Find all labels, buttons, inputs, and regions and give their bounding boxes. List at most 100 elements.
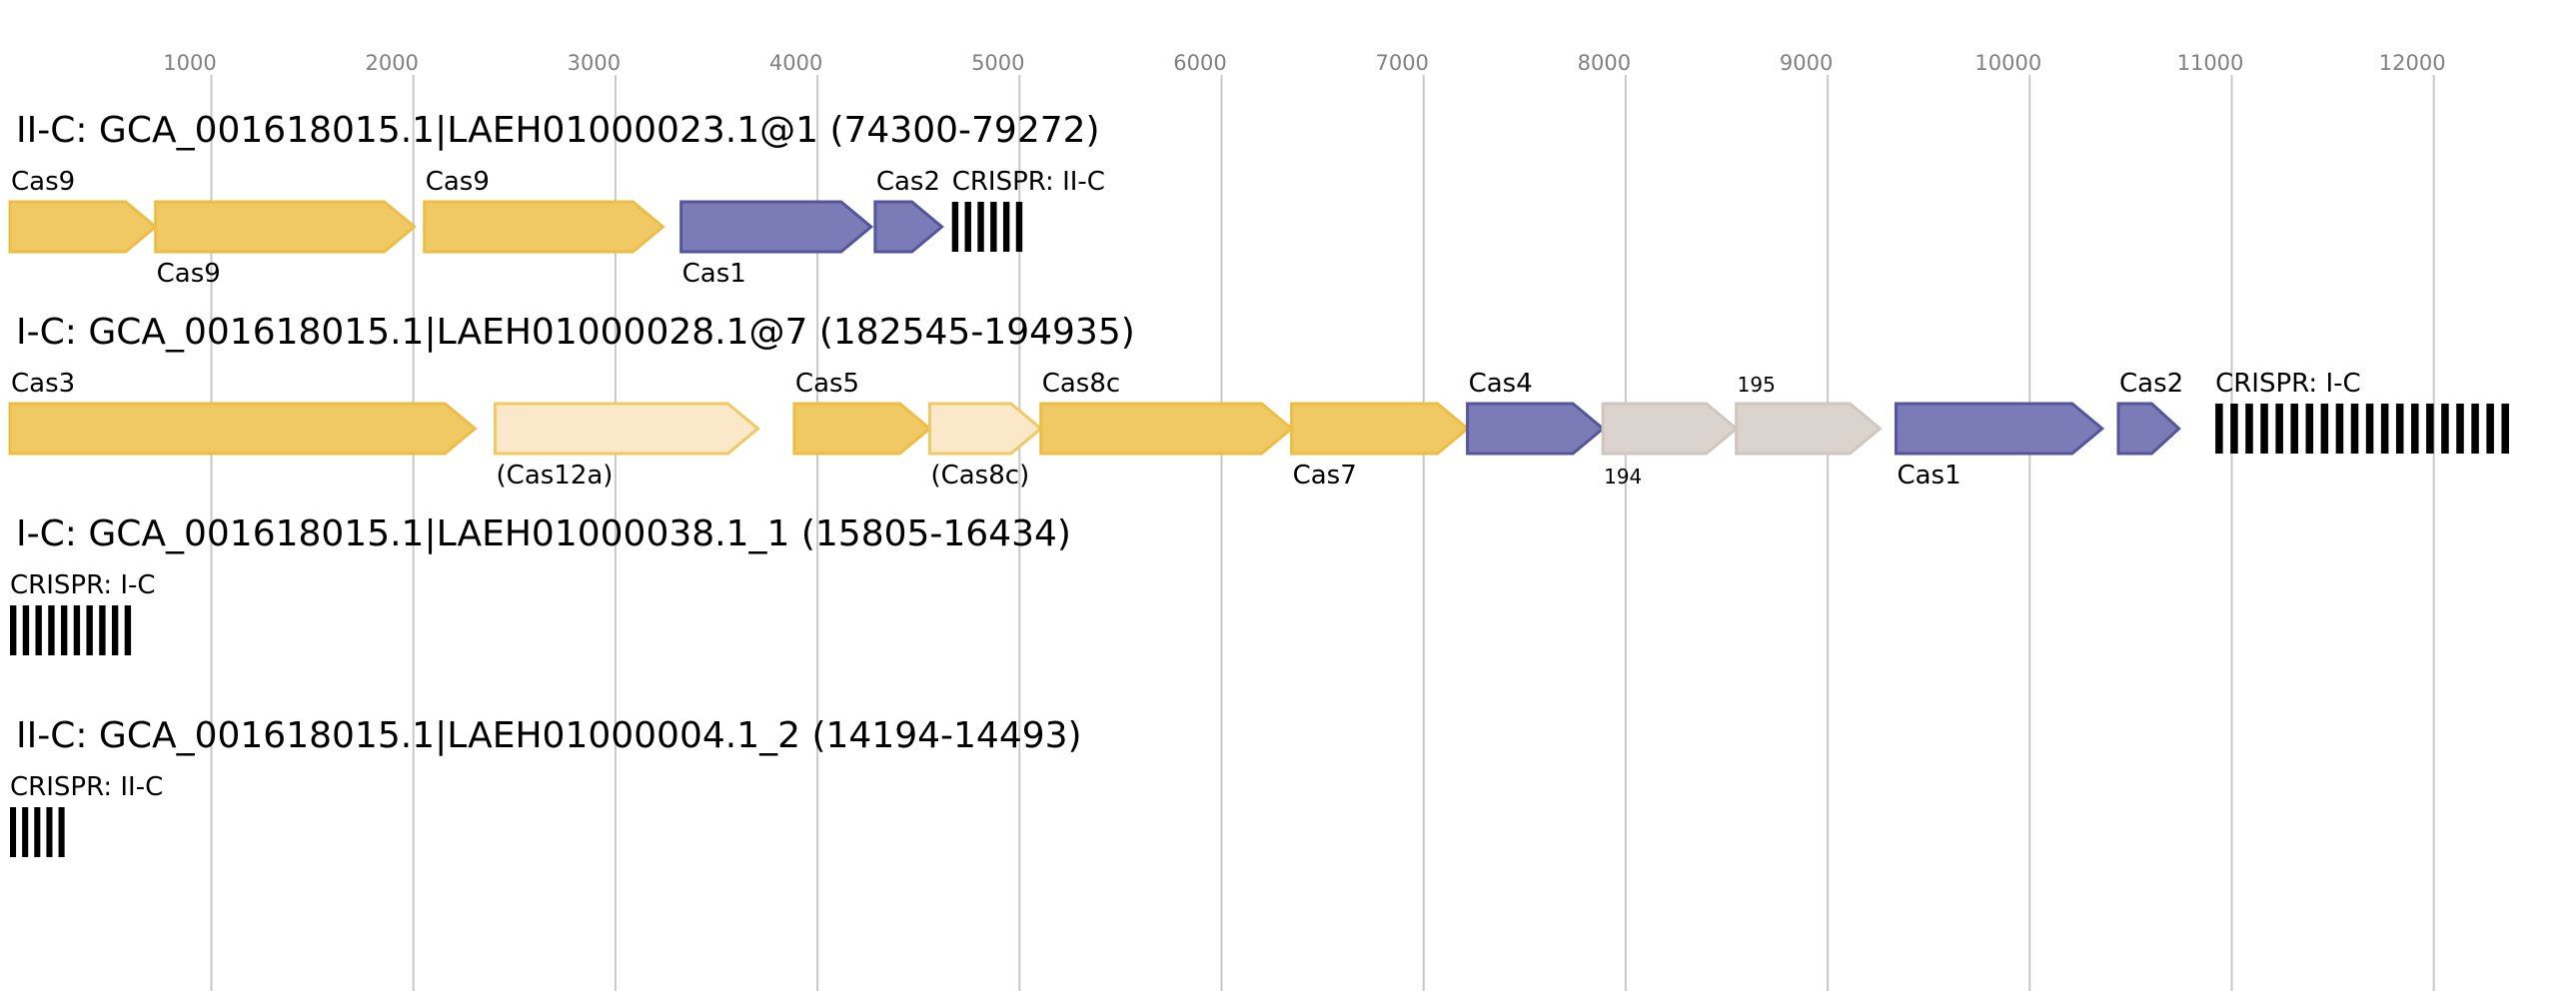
crispr-repeat: [2426, 404, 2434, 454]
axis-tick-label: 2000: [365, 51, 418, 75]
locus-track: II-C: GCA_001618015.1|LAEH01000023.1@1 (…: [8, 110, 1105, 289]
axis-tick-label: 5000: [971, 51, 1024, 75]
gene-arrow[interactable]: [1290, 402, 1470, 456]
crispr-repeat: [73, 605, 81, 655]
gene-arrow[interactable]: [1601, 402, 1739, 456]
crispr-repeat: [2275, 404, 2283, 454]
crispr-repeat: [2471, 404, 2479, 454]
crispr-repeat: [111, 605, 119, 655]
crispr-repeat: [2260, 404, 2268, 454]
axis-tick-label: 12000: [2379, 51, 2446, 75]
crispr-repeat: [2335, 404, 2344, 454]
gene-arrow[interactable]: [1466, 402, 1606, 456]
crispr-repeat: [60, 605, 68, 655]
axis-tick-label: 11000: [2177, 51, 2244, 75]
axis-ticks: 1000 2000 3000 4000 5000 6000 7000 8000 9000 1000…: [163, 51, 2445, 75]
crispr-repeat: [2395, 404, 2404, 454]
gene-arrow[interactable]: [792, 402, 932, 456]
crispr-repeat: [2230, 404, 2238, 454]
crispr-repeat: [58, 807, 65, 857]
crispr-repeat: [2215, 404, 2223, 454]
gene-arrow[interactable]: [1735, 402, 1883, 456]
axis-tick-label: 1000: [163, 51, 216, 75]
axis-tick-label: 3000: [568, 51, 621, 75]
gene-label: 195: [1738, 373, 1776, 397]
axis-tick-label: 8000: [1578, 51, 1631, 75]
crispr-repeat: [10, 605, 17, 655]
gene-label: (Cas12a): [497, 461, 614, 491]
crispr-repeat: [2501, 404, 2509, 454]
gene-label: Cas9: [157, 259, 221, 289]
locus-track: II-C: GCA_001618015.1|LAEH01000004.1_2 (…: [10, 715, 1082, 857]
gene-arrow[interactable]: [8, 200, 158, 254]
axis-tick-label: 9000: [1780, 51, 1833, 75]
crispr-label: CRISPR: II-C: [952, 167, 1105, 197]
gene-label: 194: [1604, 465, 1642, 489]
crispr-repeat: [1002, 202, 1010, 252]
gene-label: Cas8c: [1042, 369, 1120, 399]
crispr-repeat: [2441, 404, 2449, 454]
crispr-repeat: [99, 605, 106, 655]
gene-label: Cas2: [876, 167, 940, 197]
gene-label: (Cas8c): [930, 461, 1029, 491]
locus-title: II-C: GCA_001618015.1|LAEH01000004.1_2 (…: [16, 715, 1082, 756]
locus-track: I-C: GCA_001618015.1|LAEH01000038.1_1 (1…: [10, 513, 1071, 655]
axis-tick-label: 7000: [1375, 51, 1428, 75]
crispr-repeat: [964, 202, 971, 252]
crispr-repeat: [2411, 404, 2419, 454]
gene-arrow[interactable]: [8, 402, 478, 456]
axis-tick-label: 6000: [1173, 51, 1226, 75]
crispr-repeat: [46, 807, 53, 857]
gene-label: Cas7: [1293, 461, 1357, 491]
crispr-repeat: [2380, 404, 2389, 454]
gene-label: Cas5: [795, 369, 859, 399]
crispr-label: CRISPR: I-C: [2215, 369, 2361, 399]
crispr-repeat: [2320, 404, 2329, 454]
axis-tick-label: 4000: [769, 51, 822, 75]
gene-label: Cas2: [2119, 369, 2183, 399]
gene-label: Cas9: [11, 167, 75, 197]
gene-arrow[interactable]: [1039, 402, 1294, 456]
gene-label: Cas4: [1469, 369, 1533, 399]
locus-title: II-C: GCA_001618015.1|LAEH01000023.1@1 (…: [16, 110, 1100, 151]
locus-title: I-C: GCA_001618015.1|LAEH01000038.1_1 (1…: [16, 513, 1071, 554]
axis-tick-label: 10000: [1974, 51, 2041, 75]
crispr-repeat: [48, 605, 55, 655]
crispr-repeat: [2350, 404, 2359, 454]
gene-arrow[interactable]: [423, 200, 665, 254]
gene-arrow[interactable]: [679, 200, 874, 254]
locus-track: I-C: GCA_001618015.1|LAEH01000028.1@7 (1…: [8, 312, 2509, 491]
gene-arrow[interactable]: [2116, 402, 2181, 456]
gene-arrow[interactable]: [1894, 402, 2105, 456]
gene-label: Cas1: [682, 259, 746, 289]
crispr-repeat: [1015, 202, 1023, 252]
gene-label: Cas9: [426, 167, 490, 197]
crispr-repeat: [22, 807, 29, 857]
crispr-repeat: [10, 807, 17, 857]
crispr-label: CRISPR: I-C: [10, 570, 156, 600]
crispr-repeat: [2305, 404, 2314, 454]
crispr-repeat: [86, 605, 93, 655]
loci: II-C: GCA_001618015.1|LAEH01000023.1@1 (…: [8, 110, 2509, 857]
crispr-repeat: [34, 807, 41, 857]
locus-title: I-C: GCA_001618015.1|LAEH01000028.1@7 (1…: [16, 312, 1135, 353]
crispr-repeat: [22, 605, 30, 655]
crispr-repeat: [977, 202, 984, 252]
crispr-repeat: [2456, 404, 2464, 454]
crispr-repeat: [2290, 404, 2298, 454]
crispr-label: CRISPR: II-C: [10, 772, 163, 802]
crispr-repeat: [124, 605, 132, 655]
crispr-repeat: [2486, 404, 2494, 454]
gene-arrow[interactable]: [927, 402, 1044, 456]
gene-arrow[interactable]: [873, 200, 944, 254]
crispr-repeat: [2365, 404, 2374, 454]
crispr-repeat: [990, 202, 997, 252]
crispr-repeat: [35, 605, 42, 655]
gene-arrow[interactable]: [154, 200, 417, 254]
crispr-repeat: [951, 202, 959, 252]
gene-arrow[interactable]: [494, 402, 760, 456]
gene-label: Cas3: [11, 369, 75, 399]
gene-label: Cas1: [1897, 461, 1960, 491]
crispr-repeat: [2245, 404, 2253, 454]
